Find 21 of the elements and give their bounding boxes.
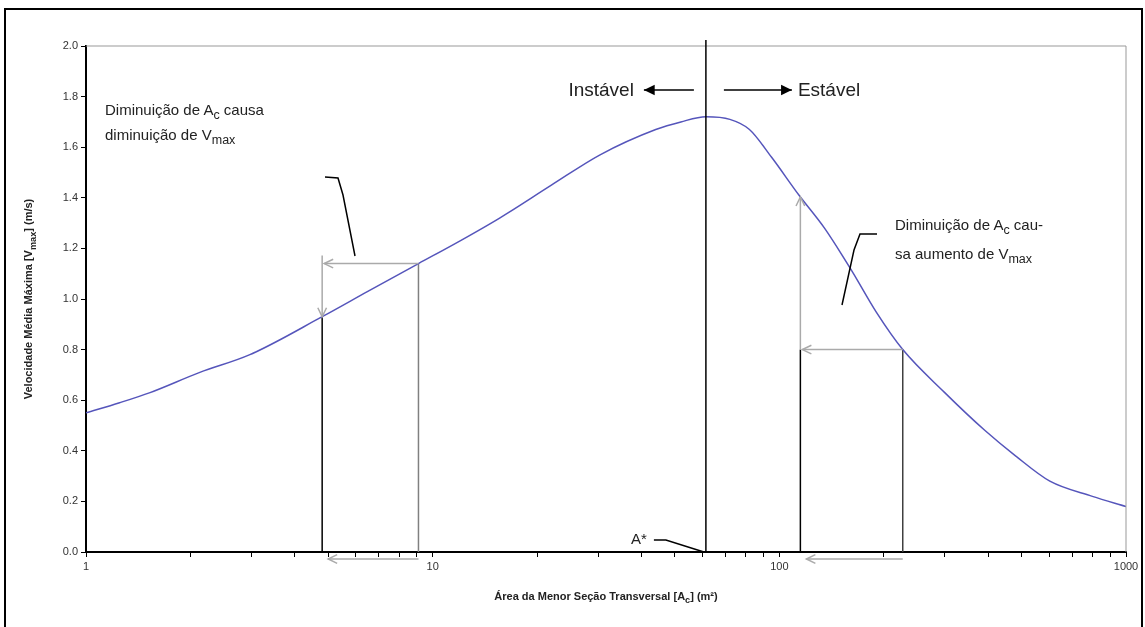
y-tick-label: 0.0 [62, 545, 78, 558]
x-axis-title: Área da Menor Seção Transversal [A$_{c}$] (m²) [494, 590, 718, 606]
y-tick-label: 0.4 [62, 443, 78, 456]
annotation: Estável [797, 79, 861, 101]
y-tick-label: 2.0 [62, 39, 78, 52]
y-tick-label: 1.0 [62, 292, 78, 305]
ref-line-label: A* [630, 530, 647, 547]
annotation: Instável [568, 79, 634, 101]
x-tick-label: 100 [770, 559, 789, 572]
x-tick-label: 1000 [1113, 559, 1139, 572]
y-tick-label: 0.2 [62, 494, 78, 507]
x-tick-label: 10 [426, 559, 439, 572]
y-tick-label: 0.6 [62, 393, 78, 406]
y-tick-label: 0.8 [62, 342, 78, 355]
annotation: Diminuição de A$_{c}$ causa diminuição de V$_{max}$ [105, 100, 265, 149]
y-tick-label: 1.4 [62, 190, 78, 203]
x-tick-label: 1 [82, 559, 90, 572]
annotation: Diminuição de A$_{c}$ cau-sa aumento de V$_{max}$ [895, 215, 1044, 268]
y-tick-label: 1.8 [62, 89, 78, 102]
y-tick-label: 1.6 [62, 140, 78, 153]
y-tick-label: 1.2 [62, 241, 78, 254]
